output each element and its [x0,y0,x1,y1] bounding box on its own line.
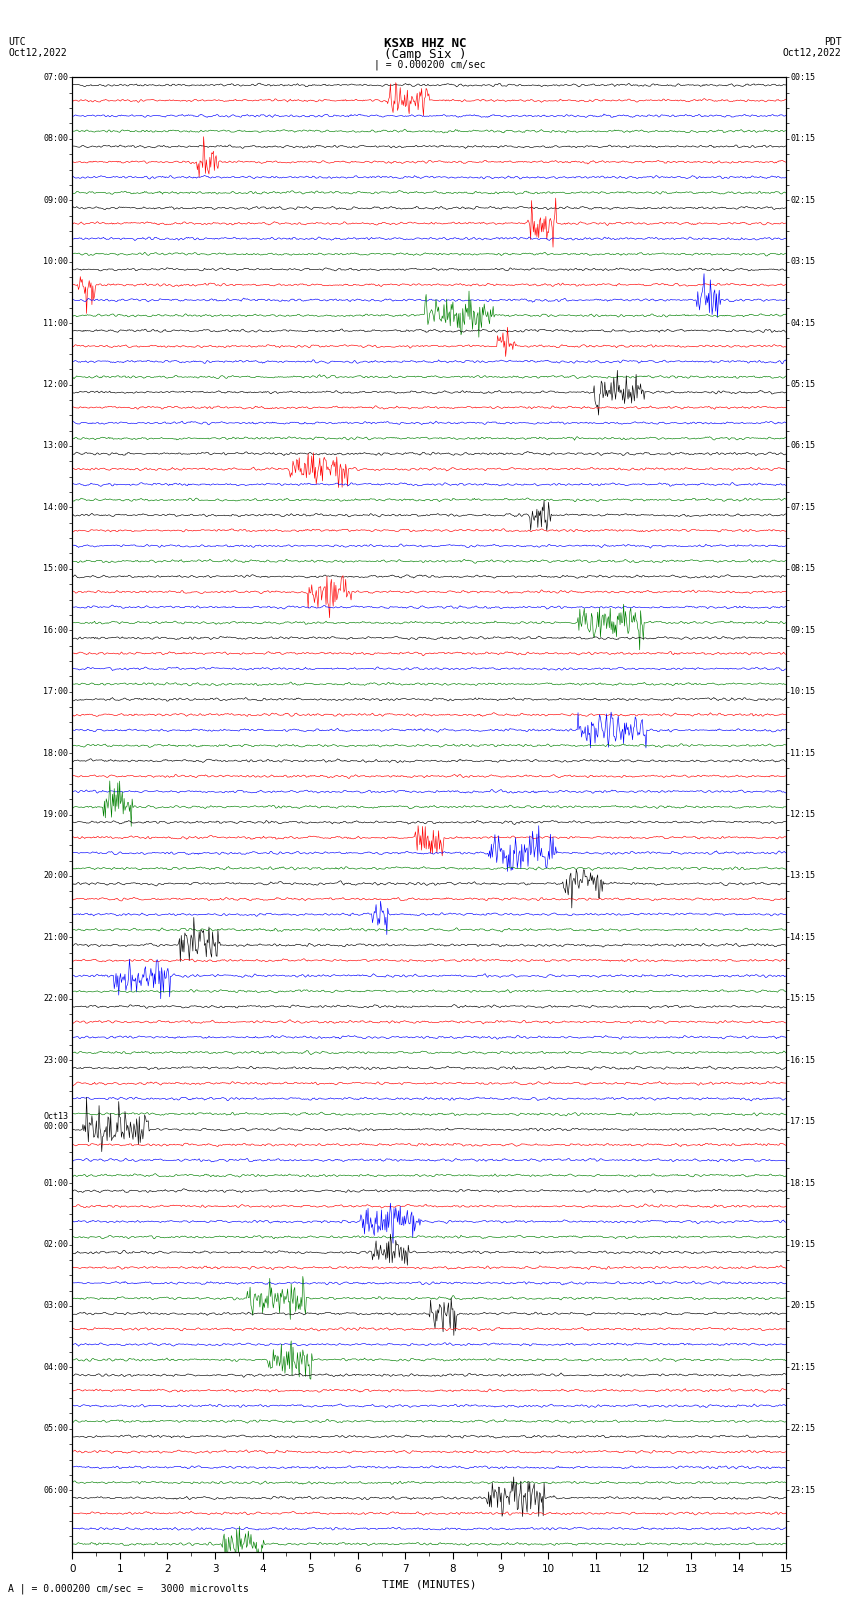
Text: | = 0.000200 cm/sec: | = 0.000200 cm/sec [374,60,485,71]
Text: Oct12,2022: Oct12,2022 [8,48,67,58]
Text: (Camp Six ): (Camp Six ) [383,48,467,61]
Text: PDT: PDT [824,37,842,47]
Text: Oct12,2022: Oct12,2022 [783,48,842,58]
Text: KSXB HHZ NC: KSXB HHZ NC [383,37,467,50]
Text: A | = 0.000200 cm/sec =   3000 microvolts: A | = 0.000200 cm/sec = 3000 microvolts [8,1582,249,1594]
X-axis label: TIME (MINUTES): TIME (MINUTES) [382,1579,477,1589]
Text: UTC: UTC [8,37,26,47]
